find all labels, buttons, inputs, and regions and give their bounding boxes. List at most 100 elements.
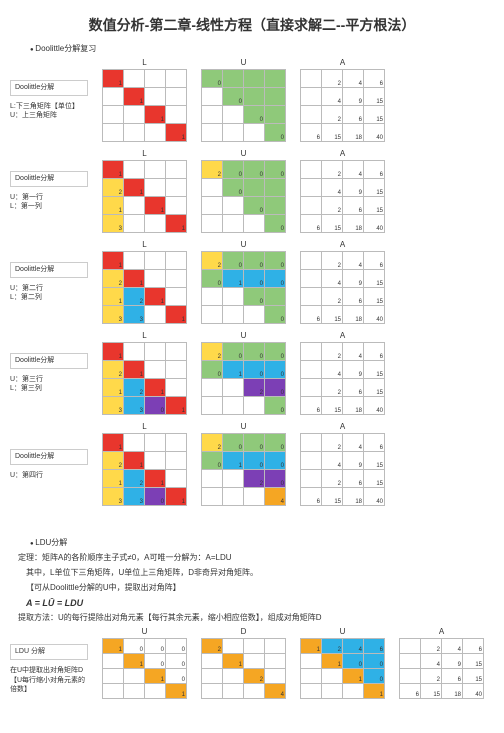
matrix-cell (301, 669, 322, 684)
matrix-cell: 4 (343, 434, 364, 452)
matrix-cell (244, 88, 265, 106)
matrix-cell (223, 379, 244, 397)
matrix-cell (301, 684, 322, 699)
matrix-cell: 15 (322, 215, 343, 233)
matrix-cell (202, 179, 223, 197)
matrix-cell (265, 70, 286, 88)
matrix-cell: 0 (244, 343, 265, 361)
matrix-cell (223, 669, 244, 684)
matrix-cell (265, 88, 286, 106)
matrix-cell (223, 197, 244, 215)
matrix-cell: 4 (322, 88, 343, 106)
matrix-cell (124, 197, 145, 215)
matrix-cell: 0 (265, 215, 286, 233)
matrix-cell: 6 (343, 106, 364, 124)
matrix-cell (103, 654, 124, 669)
matrix-cell: 6 (301, 124, 322, 142)
matrix-cell (166, 252, 187, 270)
matrix-cell: 2 (202, 434, 223, 452)
matrix-cell: 0 (265, 270, 286, 288)
matrix-cell (202, 215, 223, 233)
matrix-cell: 3 (103, 488, 124, 506)
matrix-cell: 0 (244, 161, 265, 179)
matrix-cell: 0 (166, 669, 187, 684)
matrix-label: U (340, 627, 346, 637)
matrix-cell (223, 215, 244, 233)
matrix-cell (202, 124, 223, 142)
matrix-cell: 0 (145, 639, 166, 654)
matrix-cell (301, 179, 322, 197)
matrix-cell: 0 (202, 270, 223, 288)
matrix-cell (301, 343, 322, 361)
matrix-cell: 15 (364, 88, 385, 106)
matrix-cell: 2 (421, 639, 442, 654)
matrix-cell: 4 (322, 361, 343, 379)
matrix-label: U (241, 331, 247, 341)
matrix-cell: 0 (265, 397, 286, 415)
matrix-cell (166, 288, 187, 306)
matrix-cell: 40 (364, 397, 385, 415)
desc-line: U：第四行 (10, 471, 88, 481)
matrix-cell (223, 70, 244, 88)
matrix-cell: 0 (223, 179, 244, 197)
matrix-cell: 0 (244, 434, 265, 452)
matrix-cell: 0 (265, 470, 286, 488)
matrix-label: L (142, 58, 146, 68)
matrix-cell (400, 639, 421, 654)
row-title-box: Doolittle分解 (10, 449, 88, 465)
matrix-cell: 40 (463, 684, 484, 699)
matrix-cell: 6 (343, 379, 364, 397)
matrix-cell: 4 (343, 343, 364, 361)
matrix-cell (202, 197, 223, 215)
matrix-label: D (241, 627, 247, 637)
matrix-cell: 15 (364, 361, 385, 379)
matrix-cell: 4 (343, 252, 364, 270)
matrix-cell: 0 (166, 654, 187, 669)
matrix-cell: 18 (442, 684, 463, 699)
page-title: 数值分析-第二章-线性方程（直接求解二--平方根法） (10, 15, 494, 35)
matrix-cell: 0 (223, 434, 244, 452)
matrix-cell: 15 (364, 106, 385, 124)
matrix-cell (202, 379, 223, 397)
matrix-cell: 9 (343, 270, 364, 288)
matrix-cell (400, 654, 421, 669)
matrix-cell (244, 70, 265, 88)
desc-line: L：第二列 (10, 293, 88, 303)
matrix-cell (124, 684, 145, 699)
matrix-cell: 2 (322, 106, 343, 124)
matrix-cell: 0 (244, 197, 265, 215)
matrix-cell (103, 106, 124, 124)
matrix-cell (166, 361, 187, 379)
matrix-cell (223, 684, 244, 699)
desc-line: U：第二行 (10, 284, 88, 294)
matrix-cell: 4 (322, 270, 343, 288)
matrix-cell: 1 (103, 639, 124, 654)
matrix-cell: 2 (124, 379, 145, 397)
matrix-cell: 0 (244, 452, 265, 470)
matrix-cell (145, 361, 166, 379)
matrix-cell: 2 (322, 343, 343, 361)
matrix-cell: 0 (265, 434, 286, 452)
ldu-line2: 其中，L单位下三角矩阵，U单位上三角矩阵，D非奇异对角矩阵。 (26, 567, 494, 579)
matrix-cell (301, 106, 322, 124)
matrix-cell (124, 434, 145, 452)
matrix-cell: 0 (265, 252, 286, 270)
matrix-cell (244, 397, 265, 415)
matrix-cell: 6 (463, 639, 484, 654)
matrix-cell: 1 (166, 215, 187, 233)
matrix-label: A (340, 422, 345, 432)
matrix-cell: 4 (343, 70, 364, 88)
matrix-cell: 0 (202, 452, 223, 470)
desc-line: U：第三行 (10, 375, 88, 385)
matrix-cell (124, 343, 145, 361)
matrix-cell: 1 (223, 452, 244, 470)
matrix-cell (301, 288, 322, 306)
matrix-cell: 6 (343, 197, 364, 215)
matrix-cell: 15 (364, 179, 385, 197)
matrix-cell: 18 (343, 215, 364, 233)
matrix-cell (103, 88, 124, 106)
matrix-cell (145, 452, 166, 470)
matrix-cell: 2 (421, 669, 442, 684)
matrix-cell: 0 (145, 488, 166, 506)
matrix-cell (343, 684, 364, 699)
